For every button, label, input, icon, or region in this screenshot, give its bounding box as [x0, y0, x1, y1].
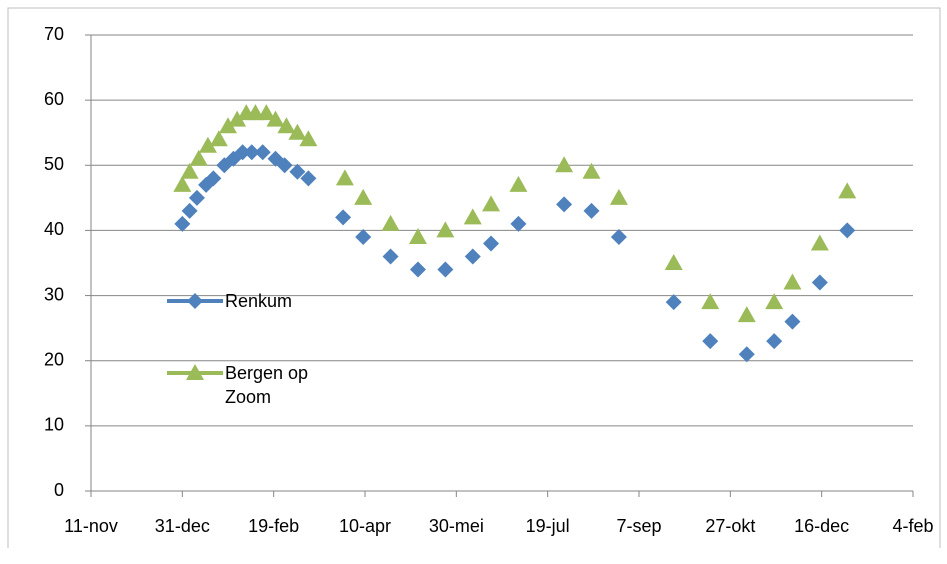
marker: [289, 163, 306, 180]
x-tick-label: 27-okt: [705, 516, 755, 536]
marker: [189, 149, 208, 166]
marker: [335, 209, 352, 226]
marker: [482, 195, 501, 212]
legend-swatch: [167, 364, 223, 380]
marker: [783, 273, 802, 290]
legend-marker: [186, 364, 204, 380]
y-tick-label: 40: [44, 219, 64, 239]
marker: [811, 274, 828, 291]
marker: [382, 248, 399, 265]
marker: [555, 156, 574, 173]
marker: [335, 169, 354, 186]
marker: [510, 215, 527, 232]
marker: [838, 182, 857, 199]
legend-item: Bergen op Zoom: [165, 361, 335, 409]
marker: [464, 248, 481, 265]
marker: [243, 144, 260, 161]
marker: [765, 293, 784, 310]
marker: [276, 157, 293, 174]
x-tick-label: 10-apr: [339, 516, 391, 536]
marker: [174, 215, 191, 232]
legend-swatch: [167, 293, 223, 309]
marker: [234, 144, 251, 161]
marker: [664, 254, 683, 270]
marker: [582, 162, 601, 179]
legend-item: Renkum: [165, 289, 335, 313]
marker: [436, 221, 455, 238]
y-tick-label: 20: [44, 349, 64, 369]
marker: [665, 294, 682, 311]
marker: [409, 261, 426, 278]
marker: [738, 346, 755, 363]
marker: [610, 228, 627, 245]
marker: [381, 214, 400, 231]
marker: [288, 123, 307, 140]
x-tick-label: 30-mei: [429, 516, 484, 536]
y-tick-label: 60: [44, 89, 64, 109]
marker: [702, 333, 719, 350]
y-tick-label: 0: [54, 480, 64, 500]
y-tick-label: 70: [44, 24, 64, 44]
x-tick-label: 7-sep: [616, 516, 661, 536]
marker: [556, 196, 573, 213]
marker: [219, 117, 237, 134]
marker: [300, 170, 317, 187]
chart-frame: [7, 7, 941, 548]
marker: [583, 202, 600, 219]
marker: [257, 104, 276, 121]
marker: [181, 202, 198, 219]
marker: [354, 188, 373, 205]
marker: [188, 189, 205, 206]
x-tick-label: 31-dec: [155, 516, 210, 536]
marker: [437, 261, 454, 278]
marker: [784, 313, 801, 330]
marker: [483, 235, 500, 252]
marker: [463, 208, 482, 225]
x-tick-label: 19-feb: [248, 516, 299, 536]
marker: [609, 188, 628, 205]
x-tick-label: 4-feb: [892, 516, 933, 536]
marker: [228, 110, 247, 127]
y-tick-label: 30: [44, 284, 64, 304]
x-tick-label: 16-dec: [794, 516, 849, 536]
marker: [766, 333, 783, 350]
marker: [209, 130, 228, 147]
marker: [205, 170, 222, 187]
marker: [277, 117, 296, 134]
marker: [173, 175, 192, 192]
marker: [810, 234, 829, 251]
marker: [254, 144, 271, 161]
marker: [355, 228, 372, 245]
marker: [266, 110, 285, 127]
marker: [701, 293, 720, 310]
x-tick-label: 11-nov: [64, 516, 118, 536]
marker: [737, 306, 756, 323]
marker: [408, 227, 427, 244]
y-tick-label: 50: [44, 154, 64, 174]
marker: [198, 136, 217, 153]
marker: [509, 175, 528, 192]
marker: [839, 222, 856, 239]
legend-label: Bergen op Zoom: [225, 363, 309, 407]
x-tick-label: 19-jul: [526, 516, 570, 536]
legend-marker: [187, 293, 203, 309]
marker: [299, 130, 318, 147]
legend-label: Renkum: [225, 291, 293, 311]
marker: [180, 162, 199, 179]
y-tick-label: 10: [44, 415, 64, 435]
